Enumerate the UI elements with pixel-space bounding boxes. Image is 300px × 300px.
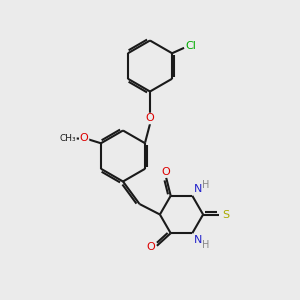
Text: O: O [146, 242, 155, 252]
Text: O: O [146, 113, 154, 124]
Text: O: O [161, 167, 170, 177]
Text: H: H [202, 240, 210, 250]
Text: H: H [202, 180, 210, 190]
Text: N: N [194, 235, 202, 245]
Text: S: S [222, 209, 230, 220]
Text: O: O [80, 134, 88, 143]
Text: Cl: Cl [185, 41, 197, 51]
Text: N: N [194, 184, 202, 194]
Text: CH₃: CH₃ [60, 134, 76, 143]
